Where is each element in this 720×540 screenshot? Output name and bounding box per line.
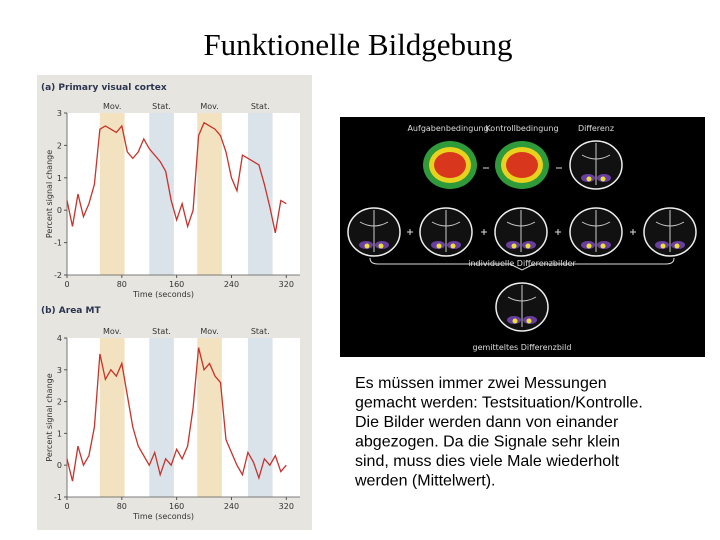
y-tick-label: 4 <box>57 334 62 343</box>
scan-label: individuelle Differenzbilder <box>468 259 576 268</box>
band <box>247 113 273 275</box>
x-tick-label: 0 <box>64 280 69 289</box>
activation <box>586 243 592 249</box>
body-text: sind, muss dies viele Male wiederholt <box>355 453 620 470</box>
scan-label: gemitteltes Differenzbild <box>473 343 572 352</box>
band-label: Stat. <box>152 327 171 336</box>
x-tick-label: 0 <box>64 502 69 511</box>
plus <box>555 229 561 235</box>
activation <box>512 318 518 324</box>
body-text: werden (Mittelwert). <box>354 473 495 490</box>
activation <box>660 243 666 249</box>
band <box>197 113 222 275</box>
y-axis-label: Percent signal change <box>45 373 54 461</box>
band-label: Stat. <box>251 102 270 111</box>
activation <box>450 243 456 249</box>
activation <box>364 243 370 249</box>
activation <box>600 176 606 182</box>
brain-detail <box>581 143 611 185</box>
band <box>99 338 125 497</box>
brain-detail <box>581 210 611 252</box>
x-tick-label: 240 <box>224 280 239 289</box>
scan-label: Differenz <box>578 124 614 133</box>
band-label: Stat. <box>251 327 270 336</box>
body-text: Es müssen immer zwei Messungen <box>355 375 607 392</box>
scan-label: Aufgabenbedingung <box>407 124 488 133</box>
x-tick-label: 160 <box>169 502 184 511</box>
scan-label: Kontrollbedingung <box>485 124 558 133</box>
y-tick-label: 2 <box>57 398 62 407</box>
brain-detail <box>359 210 389 252</box>
brain-detail <box>507 285 537 327</box>
plus <box>407 229 413 235</box>
panel-title: (a) Primary visual cortex <box>41 83 167 93</box>
band <box>197 338 222 497</box>
y-tick-label: -1 <box>54 493 62 502</box>
signal-line <box>66 347 287 482</box>
band <box>149 338 174 497</box>
plus <box>481 229 487 235</box>
plus <box>630 229 636 235</box>
band-label: Mov. <box>103 102 121 111</box>
activation <box>525 243 531 249</box>
x-tick-label: 320 <box>279 502 294 511</box>
y-tick-label: 0 <box>57 206 62 215</box>
y-tick-label: 0 <box>57 461 62 470</box>
band-label: Stat. <box>152 102 171 111</box>
band <box>247 338 273 497</box>
x-axis-label: Time (seconds) <box>132 290 194 299</box>
brain-detail <box>506 210 536 252</box>
band-label: Mov. <box>103 327 121 336</box>
band-label: Mov. <box>200 102 218 111</box>
band <box>99 113 125 275</box>
activation <box>436 243 442 249</box>
y-tick-label: 1 <box>57 429 62 438</box>
y-axis-label: Percent signal change <box>45 150 54 238</box>
y-tick-label: -2 <box>54 271 62 280</box>
x-tick-label: 80 <box>117 280 127 289</box>
activation <box>674 243 680 249</box>
y-tick-label: 3 <box>57 366 62 375</box>
y-tick-label: -1 <box>54 239 62 248</box>
brain-detail <box>655 210 685 252</box>
y-tick-label: 1 <box>57 174 62 183</box>
slide-title: Funktionelle Bildgebung <box>203 27 512 62</box>
brain-heat <box>434 152 466 178</box>
panel-title: (b) Area MT <box>41 306 101 316</box>
band-label: Mov. <box>200 327 218 336</box>
x-tick-label: 320 <box>279 280 294 289</box>
x-axis-label: Time (seconds) <box>132 512 194 521</box>
brain-heat <box>506 152 538 178</box>
activation <box>378 243 384 249</box>
body-text: gemacht werden: Testsituation/Kontrolle. <box>355 395 643 412</box>
activation <box>511 243 517 249</box>
y-tick-label: 2 <box>57 141 62 150</box>
body-text: Die Bilder werden dann von einander <box>355 414 619 431</box>
x-tick-label: 80 <box>117 502 127 511</box>
activation <box>586 176 592 182</box>
body-text: abgezogen. Da die Signale sehr klein <box>355 434 620 451</box>
x-tick-label: 240 <box>224 502 239 511</box>
activation <box>526 318 532 324</box>
brain-detail <box>431 210 461 252</box>
x-tick-label: 160 <box>169 280 184 289</box>
bracket <box>369 257 675 271</box>
signal-line <box>66 121 287 234</box>
y-tick-label: 3 <box>57 109 62 118</box>
activation <box>600 243 606 249</box>
